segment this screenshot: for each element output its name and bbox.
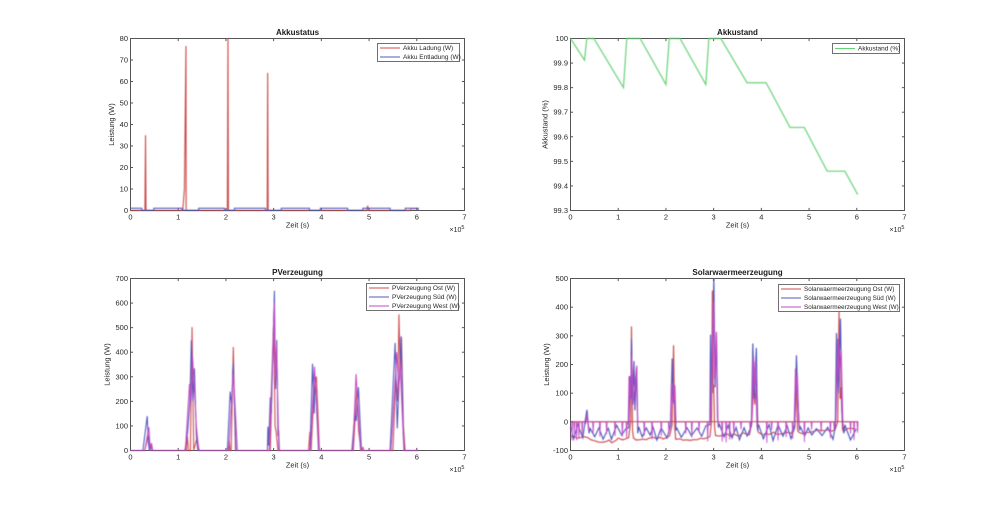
svg-text:Akkustand (%): Akkustand (%) bbox=[858, 46, 900, 53]
svg-text:99.8: 99.8 bbox=[553, 83, 568, 92]
svg-text:3: 3 bbox=[272, 453, 276, 462]
svg-text:700: 700 bbox=[115, 274, 128, 283]
svg-text:20: 20 bbox=[120, 163, 128, 172]
svg-text:5: 5 bbox=[367, 453, 371, 462]
svg-text:40: 40 bbox=[120, 120, 128, 129]
svg-text:Akkustand: Akkustand bbox=[717, 28, 758, 37]
svg-text:PVerzeugung Ost (W): PVerzeugung Ost (W) bbox=[392, 285, 455, 292]
svg-text:600: 600 bbox=[115, 299, 128, 308]
svg-text:60: 60 bbox=[120, 77, 128, 86]
svg-text:6: 6 bbox=[415, 213, 419, 222]
svg-text:0: 0 bbox=[124, 446, 128, 455]
svg-text:99.7: 99.7 bbox=[553, 108, 568, 117]
svg-text:3: 3 bbox=[712, 213, 716, 222]
svg-text:500: 500 bbox=[115, 323, 128, 332]
svg-text:×105: ×105 bbox=[890, 465, 905, 474]
svg-text:4: 4 bbox=[319, 453, 323, 462]
svg-text:0: 0 bbox=[568, 453, 572, 462]
svg-text:Zeit (s): Zeit (s) bbox=[726, 221, 750, 230]
svg-text:200: 200 bbox=[555, 360, 568, 369]
svg-text:4: 4 bbox=[759, 453, 763, 462]
svg-text:5: 5 bbox=[367, 213, 371, 222]
svg-text:Zeit (s): Zeit (s) bbox=[286, 221, 310, 230]
svg-text:Akku Entladung (W): Akku Entladung (W) bbox=[403, 54, 461, 61]
svg-text:0: 0 bbox=[128, 213, 132, 222]
svg-text:Solarwaermeerzeugung: Solarwaermeerzeugung bbox=[692, 268, 782, 277]
svg-text:99.3: 99.3 bbox=[553, 206, 568, 215]
svg-text:Solarwaermeerzeugung Ost (W): Solarwaermeerzeugung Ost (W) bbox=[804, 286, 894, 293]
svg-text:5: 5 bbox=[807, 453, 811, 462]
svg-text:400: 400 bbox=[555, 303, 568, 312]
svg-text:3: 3 bbox=[272, 213, 276, 222]
svg-text:6: 6 bbox=[855, 453, 859, 462]
svg-text:1: 1 bbox=[176, 213, 180, 222]
svg-text:100: 100 bbox=[555, 389, 568, 398]
svg-text:0: 0 bbox=[564, 417, 568, 426]
svg-text:×105: ×105 bbox=[890, 225, 905, 234]
svg-text:0: 0 bbox=[128, 453, 132, 462]
svg-text:2: 2 bbox=[664, 213, 668, 222]
svg-text:50: 50 bbox=[120, 99, 128, 108]
svg-text:1: 1 bbox=[176, 453, 180, 462]
svg-text:×105: ×105 bbox=[450, 465, 465, 474]
svg-text:PVerzeugung West (W): PVerzeugung West (W) bbox=[392, 303, 460, 310]
svg-text:Solarwaermeerzeugung West (W): Solarwaermeerzeugung West (W) bbox=[804, 304, 899, 311]
svg-text:200: 200 bbox=[115, 397, 128, 406]
svg-text:400: 400 bbox=[115, 348, 128, 357]
svg-text:Leistung (W): Leistung (W) bbox=[542, 343, 551, 386]
svg-text:1: 1 bbox=[616, 453, 620, 462]
svg-text:Akku Ladung (W): Akku Ladung (W) bbox=[403, 45, 453, 52]
svg-text:0: 0 bbox=[124, 206, 128, 215]
svg-text:10: 10 bbox=[120, 185, 128, 194]
svg-text:70: 70 bbox=[120, 56, 128, 65]
svg-text:Leistung (W): Leistung (W) bbox=[107, 103, 116, 146]
svg-text:Solarwaermeerzeugung Süd (W): Solarwaermeerzeugung Süd (W) bbox=[804, 295, 896, 302]
svg-text:Leistung (W): Leistung (W) bbox=[103, 343, 112, 386]
svg-text:PVerzeugung Süd (W): PVerzeugung Süd (W) bbox=[392, 294, 457, 301]
svg-text:7: 7 bbox=[902, 453, 906, 462]
svg-text:2: 2 bbox=[224, 213, 228, 222]
svg-text:80: 80 bbox=[120, 34, 128, 43]
svg-text:300: 300 bbox=[555, 331, 568, 340]
svg-text:Zeit (s): Zeit (s) bbox=[726, 461, 750, 470]
svg-text:×105: ×105 bbox=[450, 225, 465, 234]
svg-text:500: 500 bbox=[555, 274, 568, 283]
svg-text:Akkustatus: Akkustatus bbox=[276, 28, 320, 37]
svg-text:100: 100 bbox=[555, 34, 568, 43]
svg-text:PVerzeugung: PVerzeugung bbox=[272, 268, 323, 277]
svg-text:300: 300 bbox=[115, 372, 128, 381]
svg-text:4: 4 bbox=[759, 213, 763, 222]
svg-text:Akkustand (%): Akkustand (%) bbox=[541, 100, 550, 149]
svg-text:99.6: 99.6 bbox=[553, 132, 568, 141]
svg-text:4: 4 bbox=[319, 213, 323, 222]
svg-text:99.4: 99.4 bbox=[553, 181, 568, 190]
svg-text:Zeit (s): Zeit (s) bbox=[286, 461, 310, 470]
svg-text:6: 6 bbox=[415, 453, 419, 462]
svg-text:6: 6 bbox=[855, 213, 859, 222]
svg-text:2: 2 bbox=[224, 453, 228, 462]
svg-text:7: 7 bbox=[462, 213, 466, 222]
svg-text:99.5: 99.5 bbox=[553, 157, 568, 166]
svg-text:99.9: 99.9 bbox=[553, 59, 568, 68]
svg-text:0: 0 bbox=[568, 213, 572, 222]
svg-text:5: 5 bbox=[807, 213, 811, 222]
svg-text:100: 100 bbox=[115, 421, 128, 430]
svg-text:7: 7 bbox=[462, 453, 466, 462]
svg-text:2: 2 bbox=[664, 453, 668, 462]
svg-text:30: 30 bbox=[120, 142, 128, 151]
svg-text:-100: -100 bbox=[553, 446, 568, 455]
svg-text:7: 7 bbox=[902, 213, 906, 222]
svg-text:3: 3 bbox=[712, 453, 716, 462]
svg-text:1: 1 bbox=[616, 213, 620, 222]
